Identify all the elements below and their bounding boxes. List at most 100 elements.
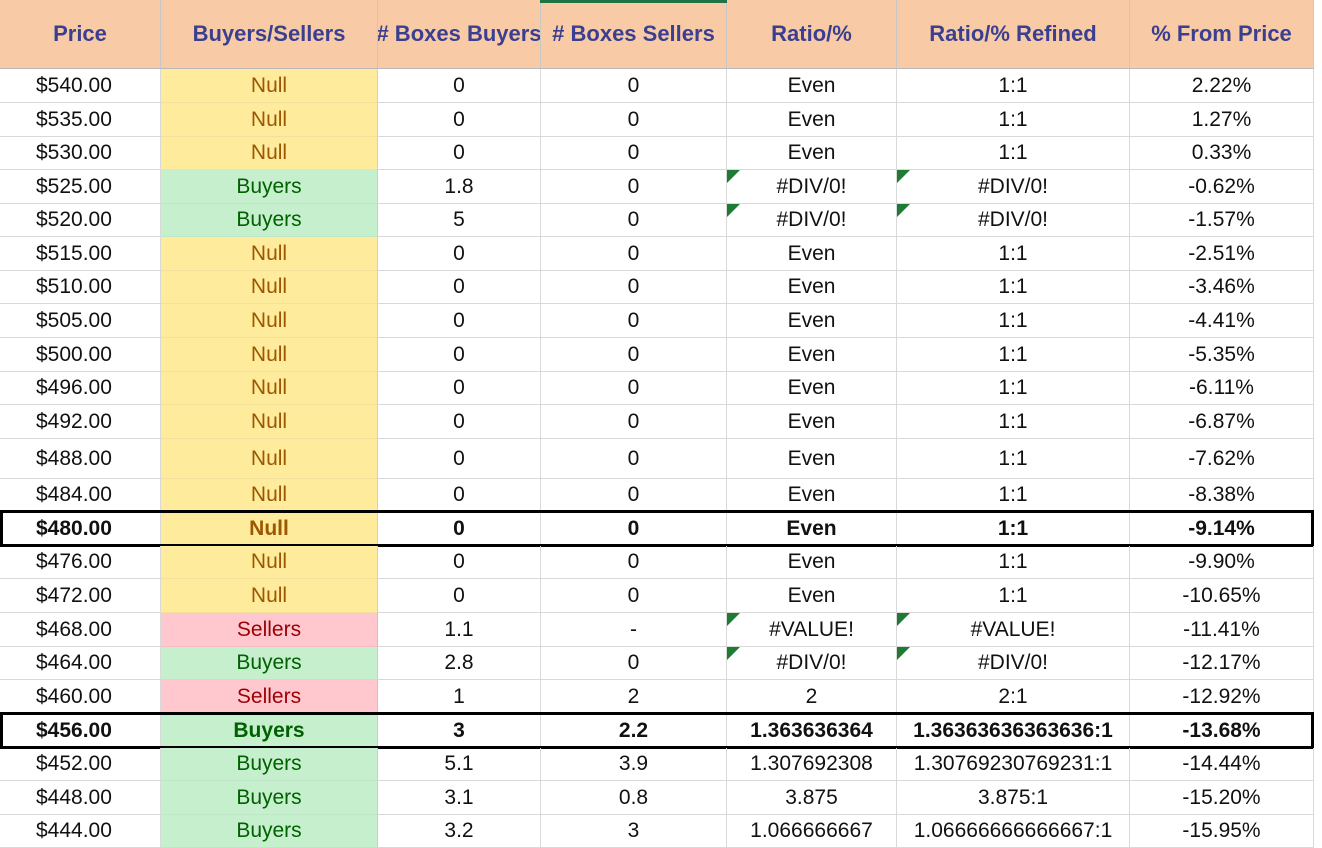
cell-ratio[interactable]: Even <box>727 405 897 439</box>
cell-price[interactable]: $480.00 <box>0 512 161 546</box>
cell-buyers-boxes[interactable]: 2.8 <box>378 647 541 680</box>
cell-sellers-boxes[interactable]: 0 <box>541 204 727 237</box>
cell-ratio-refined[interactable]: 1:1 <box>897 338 1130 372</box>
cell-price[interactable]: $500.00 <box>0 338 161 372</box>
cell-status[interactable]: Buyers <box>161 204 378 237</box>
cell-price[interactable]: $496.00 <box>0 372 161 405</box>
cell-ratio-refined[interactable]: 1:1 <box>897 546 1130 579</box>
cell-pct-from-price[interactable]: 0.33% <box>1130 137 1314 170</box>
header-ratio-refined[interactable]: Ratio/% Refined <box>897 0 1130 69</box>
cell-pct-from-price[interactable]: -15.95% <box>1130 815 1314 848</box>
cell-buyers-boxes[interactable]: 3.2 <box>378 815 541 848</box>
cell-pct-from-price[interactable]: -7.62% <box>1130 439 1314 479</box>
cell-ratio[interactable]: #DIV/0! <box>727 170 897 204</box>
cell-pct-from-price[interactable]: -13.68% <box>1130 714 1314 748</box>
cell-price[interactable]: $525.00 <box>0 170 161 204</box>
cell-ratio-refined[interactable]: 1.06666666666667:1 <box>897 815 1130 848</box>
cell-sellers-boxes[interactable]: 2 <box>541 680 727 714</box>
cell-price[interactable]: $444.00 <box>0 815 161 848</box>
cell-pct-from-price[interactable]: -0.62% <box>1130 170 1314 204</box>
cell-buyers-boxes[interactable]: 1.8 <box>378 170 541 204</box>
cell-sellers-boxes[interactable]: 0 <box>541 304 727 338</box>
header-sellers-boxes[interactable]: # Boxes Sellers <box>541 0 727 69</box>
header-pct-from-price[interactable]: % From Price <box>1130 0 1314 69</box>
cell-ratio-refined[interactable]: 3.875:1 <box>897 781 1130 815</box>
cell-status[interactable]: Null <box>161 304 378 338</box>
cell-pct-from-price[interactable]: -12.92% <box>1130 680 1314 714</box>
cell-price[interactable]: $530.00 <box>0 137 161 170</box>
cell-sellers-boxes[interactable]: 3.9 <box>541 748 727 781</box>
cell-buyers-boxes[interactable]: 0 <box>378 103 541 137</box>
cell-buyers-boxes[interactable]: 0 <box>378 579 541 613</box>
cell-ratio[interactable]: 1.066666667 <box>727 815 897 848</box>
cell-status[interactable]: Null <box>161 372 378 405</box>
cell-buyers-boxes[interactable]: 0 <box>378 405 541 439</box>
cell-sellers-boxes[interactable]: 0 <box>541 137 727 170</box>
cell-sellers-boxes[interactable]: - <box>541 613 727 647</box>
cell-status[interactable]: Null <box>161 439 378 479</box>
cell-ratio-refined[interactable]: #DIV/0! <box>897 204 1130 237</box>
cell-buyers-boxes[interactable]: 1 <box>378 680 541 714</box>
cell-buyers-boxes[interactable]: 3.1 <box>378 781 541 815</box>
cell-pct-from-price[interactable]: -10.65% <box>1130 579 1314 613</box>
cell-status[interactable]: Null <box>161 512 378 546</box>
cell-status[interactable]: Null <box>161 103 378 137</box>
cell-sellers-boxes[interactable]: 0 <box>541 405 727 439</box>
cell-buyers-boxes[interactable]: 0 <box>378 372 541 405</box>
cell-ratio[interactable]: #DIV/0! <box>727 647 897 680</box>
cell-ratio-refined[interactable]: 1:1 <box>897 479 1130 512</box>
cell-price[interactable]: $492.00 <box>0 405 161 439</box>
cell-pct-from-price[interactable]: -4.41% <box>1130 304 1314 338</box>
cell-pct-from-price[interactable]: -6.87% <box>1130 405 1314 439</box>
cell-price[interactable]: $520.00 <box>0 204 161 237</box>
cell-pct-from-price[interactable]: -6.11% <box>1130 372 1314 405</box>
cell-status[interactable]: Sellers <box>161 680 378 714</box>
cell-status[interactable]: Null <box>161 338 378 372</box>
cell-pct-from-price[interactable]: -14.44% <box>1130 748 1314 781</box>
cell-ratio-refined[interactable]: 1:1 <box>897 103 1130 137</box>
cell-pct-from-price[interactable]: -1.57% <box>1130 204 1314 237</box>
cell-ratio-refined[interactable]: 1:1 <box>897 579 1130 613</box>
cell-sellers-boxes[interactable]: 0 <box>541 103 727 137</box>
cell-status[interactable]: Null <box>161 546 378 579</box>
cell-pct-from-price[interactable]: -2.51% <box>1130 237 1314 271</box>
cell-status[interactable]: Null <box>161 237 378 271</box>
cell-price[interactable]: $448.00 <box>0 781 161 815</box>
cell-buyers-boxes[interactable]: 1.1 <box>378 613 541 647</box>
cell-ratio[interactable]: Even <box>727 137 897 170</box>
cell-sellers-boxes[interactable]: 0 <box>541 479 727 512</box>
cell-price[interactable]: $452.00 <box>0 748 161 781</box>
header-buyers-boxes[interactable]: # Boxes Buyers <box>378 0 541 69</box>
cell-ratio[interactable]: Even <box>727 271 897 304</box>
cell-buyers-boxes[interactable]: 0 <box>378 546 541 579</box>
cell-price[interactable]: $476.00 <box>0 546 161 579</box>
cell-ratio-refined[interactable]: 1:1 <box>897 439 1130 479</box>
cell-pct-from-price[interactable]: -3.46% <box>1130 271 1314 304</box>
cell-price[interactable]: $510.00 <box>0 271 161 304</box>
cell-sellers-boxes[interactable]: 3 <box>541 815 727 848</box>
cell-sellers-boxes[interactable]: 0 <box>541 647 727 680</box>
cell-ratio-refined[interactable]: #VALUE! <box>897 613 1130 647</box>
cell-pct-from-price[interactable]: 1.27% <box>1130 103 1314 137</box>
cell-buyers-boxes[interactable]: 0 <box>378 338 541 372</box>
cell-ratio[interactable]: #DIV/0! <box>727 204 897 237</box>
cell-pct-from-price[interactable]: -12.17% <box>1130 647 1314 680</box>
cell-sellers-boxes[interactable]: 2.2 <box>541 714 727 748</box>
cell-pct-from-price[interactable]: -8.38% <box>1130 479 1314 512</box>
cell-ratio[interactable]: Even <box>727 512 897 546</box>
cell-sellers-boxes[interactable]: 0 <box>541 271 727 304</box>
cell-price[interactable]: $456.00 <box>0 714 161 748</box>
cell-buyers-boxes[interactable]: 5.1 <box>378 748 541 781</box>
cell-status[interactable]: Null <box>161 579 378 613</box>
cell-ratio[interactable]: 1.363636364 <box>727 714 897 748</box>
cell-ratio[interactable]: Even <box>727 237 897 271</box>
cell-ratio-refined[interactable]: 1.36363636363636:1 <box>897 714 1130 748</box>
cell-ratio-refined[interactable]: 1:1 <box>897 137 1130 170</box>
cell-status[interactable]: Null <box>161 271 378 304</box>
cell-status[interactable]: Null <box>161 405 378 439</box>
cell-sellers-boxes[interactable]: 0 <box>541 69 727 103</box>
cell-buyers-boxes[interactable]: 0 <box>378 439 541 479</box>
cell-status[interactable]: Buyers <box>161 170 378 204</box>
cell-ratio[interactable]: Even <box>727 546 897 579</box>
cell-ratio-refined[interactable]: 1:1 <box>897 271 1130 304</box>
